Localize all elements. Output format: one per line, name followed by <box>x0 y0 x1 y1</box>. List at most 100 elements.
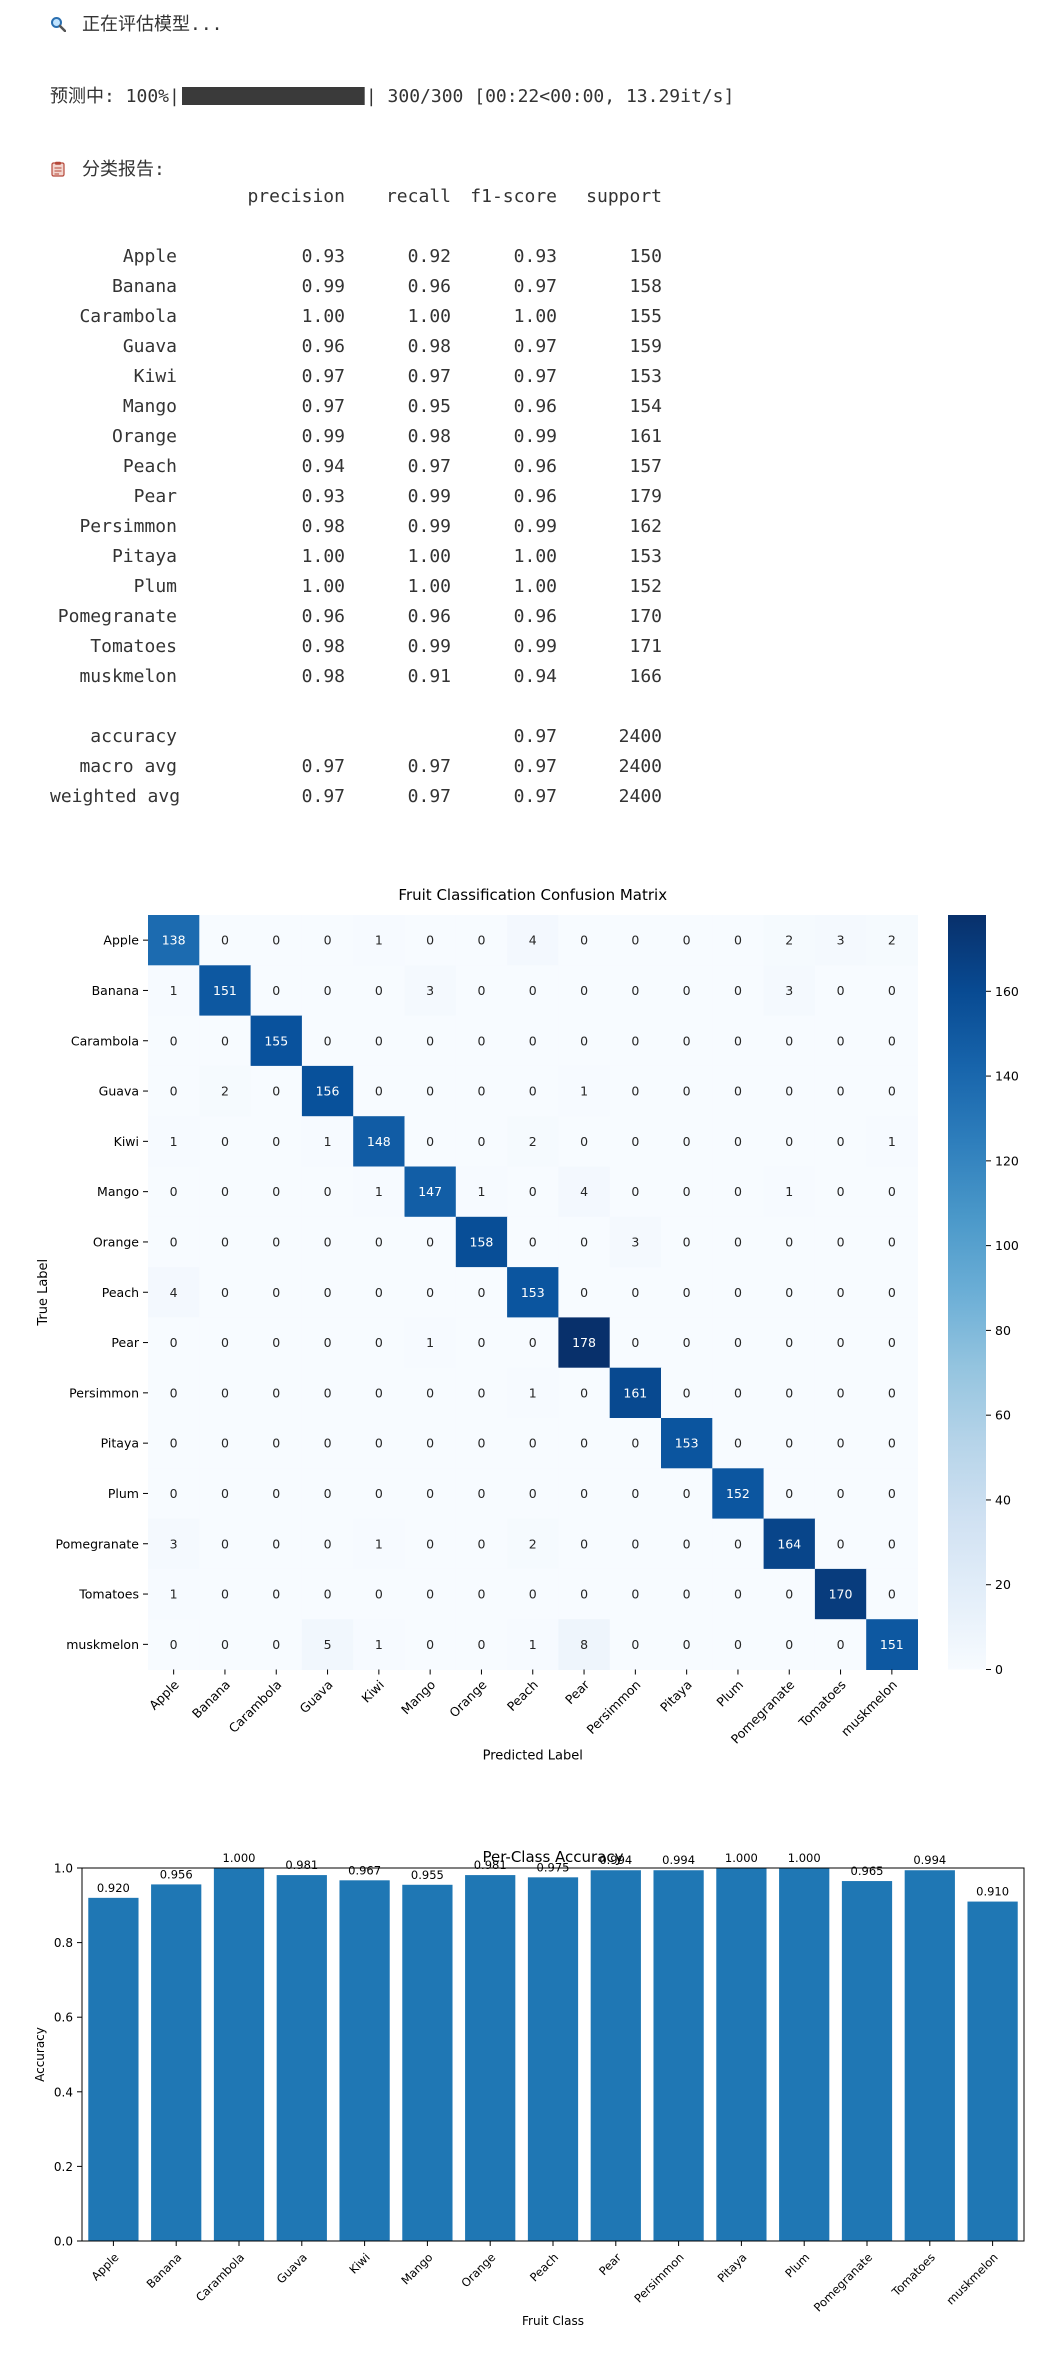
colorbar-tick-label: 160 <box>995 984 1019 999</box>
heatmap-cell <box>507 1116 559 1167</box>
report-cell: 0.97 <box>301 786 345 807</box>
heatmap-cell <box>507 1216 559 1268</box>
bar <box>904 1870 955 2241</box>
report-cell: 0.96 <box>513 486 557 507</box>
report-cell: support <box>586 186 662 207</box>
bar-value-label: 0.994 <box>662 1853 695 1867</box>
progress-fill <box>181 87 365 105</box>
heatmap-cell <box>507 1317 559 1369</box>
heatmap-cell <box>199 1468 252 1520</box>
heatmap-cell <box>455 1015 508 1067</box>
heatmap-cell-label: 0 <box>221 1335 229 1350</box>
y-tick-label: Pear <box>111 1335 139 1350</box>
heatmap-cell <box>558 1116 611 1167</box>
report-cell: 170 <box>629 606 662 627</box>
heatmap-cell-label: 0 <box>272 1637 280 1652</box>
report-cell: 153 <box>629 546 662 567</box>
report-cell: 0.94 <box>301 456 345 477</box>
heatmap-cell-label: 0 <box>631 1587 639 1602</box>
colorbar-tick-label: 60 <box>995 1408 1011 1423</box>
heatmap-cell-label: 0 <box>683 1637 691 1652</box>
heatmap-cell-label: 0 <box>631 1486 639 1501</box>
heatmap-cell-label: 0 <box>785 1385 793 1400</box>
x-tick-label: Guava <box>297 1677 336 1716</box>
progress-bar <box>181 87 365 105</box>
heatmap-cell <box>199 1216 252 1268</box>
report-cell: 0.97 <box>513 786 557 807</box>
heatmap-cell-label: 0 <box>221 1486 229 1501</box>
heatmap-cell-label: 0 <box>426 1637 434 1652</box>
x-tick-label: Persimmon <box>631 2250 686 2305</box>
heatmap-cell <box>199 1015 252 1067</box>
bar <box>213 1868 265 2241</box>
heatmap-cell <box>609 1267 662 1318</box>
report-row: Pitaya 1.00 1.00 1.00 153 <box>50 542 662 572</box>
report-cell: 0.97 <box>301 756 345 777</box>
heatmap-cell-label: 2 <box>529 1134 537 1149</box>
heatmap-cell-label: 0 <box>888 1436 896 1451</box>
heatmap-cell-label: 0 <box>734 1134 742 1149</box>
heatmap-cell <box>455 1619 508 1670</box>
report-cell: 1.00 <box>513 546 557 567</box>
heatmap-cell <box>353 1619 405 1670</box>
heatmap-cell <box>301 915 354 966</box>
report-cell: Orange <box>111 426 177 447</box>
heatmap-cell-label: 158 <box>470 1234 494 1249</box>
heatmap-cell-label: 0 <box>221 1385 229 1400</box>
heatmap-cell-label: 138 <box>162 933 186 948</box>
report-summary-row: weighted avg 0.97 0.97 0.97 2400 <box>50 782 662 812</box>
heatmap-cell <box>609 1518 662 1570</box>
heatmap-cell <box>866 1367 918 1419</box>
heatmap-cell <box>455 1065 508 1117</box>
report-cell: 0.99 <box>513 426 557 447</box>
heatmap-cell-label: 0 <box>170 1436 178 1451</box>
heatmap-cell-label: 0 <box>631 1637 639 1652</box>
heatmap-cell-label: 0 <box>426 1084 434 1099</box>
heatmap-cell-label: 3 <box>426 983 434 998</box>
heatmap-cell-label: 0 <box>221 1234 229 1249</box>
heatmap-cell <box>507 1518 559 1570</box>
heatmap-cell-label: 4 <box>529 933 537 948</box>
report-cell: 0.98 <box>407 336 451 357</box>
heatmap-cell <box>250 1317 303 1369</box>
heatmap-cell-label: 0 <box>631 1285 639 1300</box>
heatmap-cell <box>507 1166 559 1218</box>
report-row: Orange 0.99 0.98 0.99 161 <box>50 422 662 452</box>
heatmap-cell-label: 0 <box>734 1084 742 1099</box>
heatmap-cell <box>814 1116 867 1167</box>
heatmap-cell-label: 0 <box>837 1285 845 1300</box>
heatmap-cell-label: 0 <box>631 983 639 998</box>
bar <box>339 1880 390 2241</box>
heatmap-cell-label: 0 <box>837 1335 845 1350</box>
y-tick-label: Plum <box>108 1486 139 1501</box>
report-cell: Tomatoes <box>90 636 177 657</box>
report-cell: 2400 <box>618 726 662 747</box>
heatmap-cell <box>404 1468 457 1520</box>
y-axis-label: Accuracy <box>33 2027 47 2082</box>
heatmap-cell <box>763 1267 816 1318</box>
heatmap-cell-label: 0 <box>785 1285 793 1300</box>
report-spacer <box>50 212 650 242</box>
heatmap-cell <box>661 1568 713 1620</box>
bar-value-label: 0.994 <box>599 1853 632 1867</box>
heatmap-cell <box>507 1418 559 1469</box>
heatmap-cell <box>250 915 303 966</box>
heatmap-cell-label: 0 <box>324 1587 332 1602</box>
heatmap-cell <box>301 1568 354 1620</box>
heatmap-cell <box>866 965 918 1017</box>
heatmap-cell <box>250 1065 303 1117</box>
heatmap-cell <box>199 1418 252 1469</box>
heatmap-cell <box>199 1367 252 1419</box>
heatmap-cell-label: 0 <box>170 1184 178 1199</box>
report-cell: precision <box>247 186 345 207</box>
heatmap-cell-label: 3 <box>785 983 793 998</box>
heatmap-cell <box>301 1267 354 1318</box>
heatmap-cell <box>763 1166 816 1218</box>
heatmap-cell-label: 0 <box>888 1084 896 1099</box>
heatmap-cell-label: 0 <box>529 1033 537 1048</box>
heatmap-cell-label: 0 <box>221 1436 229 1451</box>
heatmap-cell-label: 0 <box>683 1486 691 1501</box>
heatmap-cell-label: 0 <box>426 1234 434 1249</box>
heatmap-cell-label: 170 <box>829 1587 853 1602</box>
heatmap-cell <box>661 1418 713 1469</box>
